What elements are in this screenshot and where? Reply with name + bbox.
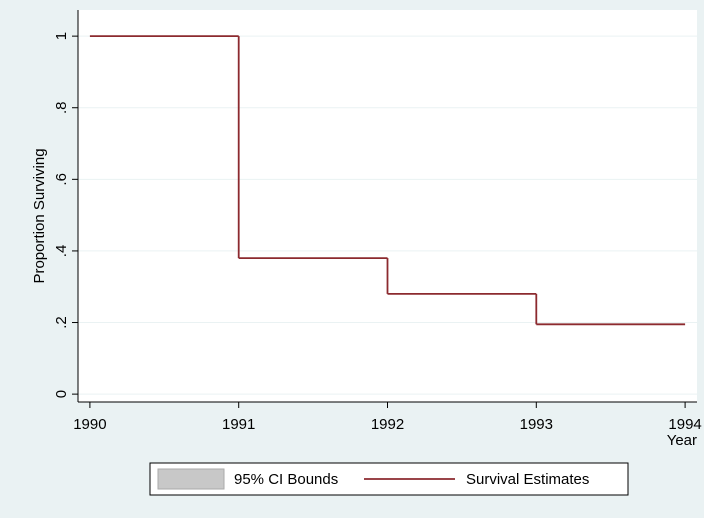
x-tick-label: 1994	[668, 416, 701, 433]
y-tick-label: 1	[53, 32, 70, 40]
x-tick-label: 1990	[73, 416, 106, 433]
y-tick-label: .6	[53, 173, 70, 186]
x-axis-label: Year	[667, 432, 697, 449]
y-tick-label: .2	[53, 316, 70, 329]
y-tick-label: 0	[53, 390, 70, 398]
legend-label: 95% CI Bounds	[234, 471, 338, 488]
x-tick-label: 1992	[371, 416, 404, 433]
y-axis-label: Proportion Surviving	[31, 148, 48, 283]
x-tick-label: 1991	[222, 416, 255, 433]
y-tick-label: .4	[53, 245, 70, 258]
x-tick-label: 1993	[520, 416, 553, 433]
plot-area	[78, 10, 697, 402]
legend-label: Survival Estimates	[466, 471, 589, 488]
y-tick-label: .8	[53, 101, 70, 114]
legend-swatch	[157, 468, 225, 490]
